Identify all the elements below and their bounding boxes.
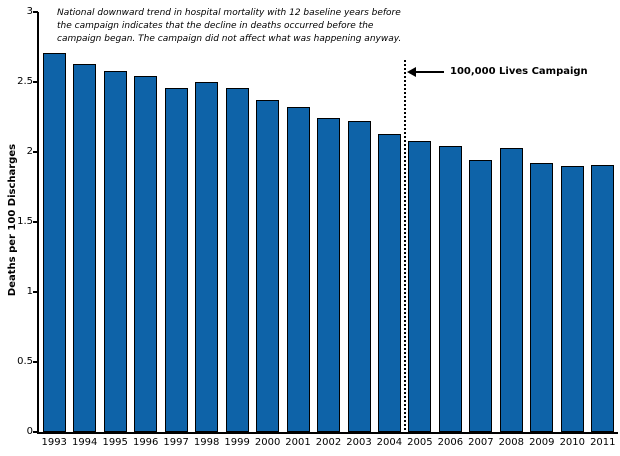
annotation-line-1: National downward trend in hospital mort…	[57, 8, 401, 18]
bar-2004	[377, 133, 401, 432]
bar-2008	[499, 147, 523, 432]
campaign-start-dotted-line	[403, 60, 406, 432]
y-tick-mark-0	[33, 431, 38, 433]
bar-1997	[164, 87, 188, 432]
bar-2000	[256, 100, 280, 432]
y-tick-mark-0.5	[33, 361, 38, 363]
x-tick-label-1999: 1999	[224, 437, 250, 448]
x-axis-labels: 1993 1994 1995 1996 1997 1998 1999 2000 2001 2002…	[39, 437, 618, 451]
bar-2009	[530, 163, 554, 432]
x-tick-label-1996: 1996	[132, 437, 159, 448]
y-tick-label-0: 0	[26, 426, 33, 437]
y-tick-mark-2	[33, 151, 38, 153]
left-arrow-icon	[407, 67, 416, 77]
x-tick-label-1997: 1997	[163, 437, 189, 448]
bar-1996	[134, 76, 158, 432]
bar-2007	[469, 160, 493, 432]
bar-1994	[73, 63, 97, 432]
y-tick-label-2.5: 2.5	[17, 76, 33, 87]
y-tick-mark-1	[33, 291, 38, 293]
x-tick-label-2000: 2000	[254, 437, 281, 448]
bar-2005	[408, 140, 432, 432]
x-tick-label-1994: 1994	[71, 437, 98, 448]
x-tick-label-2011: 2011	[590, 437, 616, 448]
x-tick-label-2003: 2003	[346, 437, 372, 448]
x-tick-label-1995: 1995	[102, 437, 128, 448]
bar-1998	[195, 82, 219, 432]
bar-1995	[103, 70, 127, 432]
y-tick-label-2: 2	[26, 146, 33, 157]
y-tick-label-1.5: 1.5	[17, 216, 33, 227]
bar-2010	[560, 166, 584, 432]
x-tick-label-2010: 2010	[559, 437, 586, 448]
x-tick-label-2006: 2006	[437, 437, 464, 448]
bar-2002	[317, 118, 340, 432]
campaign-label: 100,000 Lives Campaign	[450, 66, 588, 77]
bar-2001	[286, 107, 310, 432]
annotation-line-2: the campaign indicates that the decline …	[57, 21, 374, 31]
x-tick-label-2005: 2005	[407, 437, 433, 448]
x-tick-label-1998: 1998	[193, 437, 220, 448]
bar-1999	[225, 87, 249, 432]
x-tick-label-2007: 2007	[468, 437, 494, 448]
bar-2003	[347, 121, 371, 432]
y-tick-mark-2.5	[33, 81, 38, 83]
plot-area: 100,000 Lives Campaign	[37, 12, 618, 434]
y-tick-label-0.5: 0.5	[17, 356, 33, 367]
x-tick-label-2001: 2001	[285, 437, 311, 448]
x-tick-label-1993: 1993	[41, 437, 67, 448]
bar-2006	[438, 146, 462, 432]
y-tick-mark-1.5	[33, 221, 38, 223]
bar-1993	[42, 52, 66, 432]
y-tick-mark-3	[33, 11, 38, 13]
x-tick-label-2008: 2008	[498, 437, 525, 448]
x-tick-label-2004: 2004	[376, 437, 403, 448]
bar-2011	[591, 164, 615, 432]
left-arrow-shaft	[414, 71, 444, 73]
x-tick-label-2002: 2002	[315, 437, 342, 448]
annotation-line-3: campaign began. The campaign did not aff…	[57, 34, 402, 44]
y-tick-label-3: 3	[26, 6, 33, 17]
x-tick-label-2009: 2009	[529, 437, 555, 448]
y-tick-label-1: 1	[26, 286, 33, 297]
chart-annotation: National downward trend in hospital mort…	[57, 7, 401, 46]
